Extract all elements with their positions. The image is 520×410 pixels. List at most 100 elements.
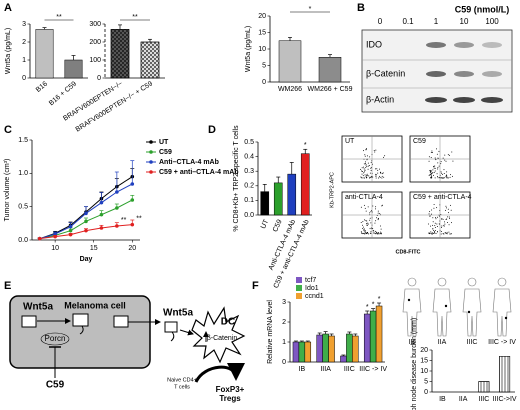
facs-dot (434, 157, 436, 159)
facs-dot (375, 206, 377, 208)
facs-dot (442, 218, 444, 220)
pathway-diagram: Melanoma cell Wnt5a Porcn C59 Wnt5a DC β… (9, 295, 246, 403)
bar (304, 341, 312, 363)
facs-dot (431, 173, 433, 175)
legend-swatch (296, 293, 302, 299)
point (53, 234, 57, 239)
facs-dot (433, 229, 435, 231)
x-tick-label: WM266 + C59 (308, 86, 353, 93)
facs-dot (373, 232, 375, 234)
facs-dot (362, 233, 364, 235)
x-tick-label: IIIC (478, 396, 489, 403)
x-tick-label: UT (260, 218, 271, 230)
y-tick-label: 0 (282, 359, 286, 366)
legend-swatch (296, 277, 302, 283)
facs-dot (444, 232, 446, 234)
facs-dot (370, 211, 372, 213)
bar (64, 59, 83, 79)
wnt-label: Wnt5a (163, 308, 193, 319)
annotation: * (378, 296, 381, 303)
facs-dot (370, 227, 372, 229)
facs-dot (370, 170, 372, 172)
x-tick-label: WM266 (278, 86, 302, 93)
facs-dot (437, 177, 439, 179)
facs-dot (445, 209, 447, 211)
y-tick-label: 20 (420, 347, 428, 354)
facs-dot (367, 168, 369, 170)
facs-dot (436, 231, 438, 233)
facs-dot (370, 231, 372, 233)
bar (328, 335, 335, 363)
facs-dot (434, 225, 436, 227)
facs-dot (363, 150, 365, 152)
facs-dot (364, 231, 366, 233)
panel-label: F (252, 280, 259, 292)
facs-dot (372, 205, 374, 207)
facs-dot (381, 177, 383, 179)
facs-dot (366, 223, 368, 225)
facs-dot (440, 171, 442, 173)
head (497, 277, 507, 287)
legend-label: tcf7 (305, 277, 316, 284)
bar (260, 191, 270, 216)
facs-dot (360, 176, 362, 178)
point (99, 200, 104, 205)
facs-dot (370, 210, 372, 212)
facs-dot (436, 207, 438, 209)
facs-dot (449, 204, 451, 206)
facs-dot (363, 229, 365, 231)
tregs-label: FoxP3+ (216, 385, 245, 394)
x-tick-label: B16 + C59 (48, 81, 78, 108)
x-tick-label: IIIC -> IV (359, 366, 387, 373)
facs-dot (375, 177, 377, 179)
facs-dot (441, 218, 443, 220)
facs-dot (430, 170, 432, 172)
facs-dot (363, 166, 365, 168)
lesion (444, 304, 448, 308)
facs-dot (379, 225, 381, 227)
lesion (467, 310, 471, 314)
panel-label: A (4, 2, 12, 14)
facs-dot (442, 233, 444, 235)
annotation: * (309, 6, 312, 13)
facs-dot (433, 204, 435, 206)
facs-dot (375, 220, 377, 222)
facs-dot (428, 174, 430, 176)
facs-dot (364, 233, 366, 235)
facs-dot (430, 174, 432, 176)
facs-dot (364, 174, 366, 176)
facs-dot (375, 208, 377, 210)
facs-dot (363, 168, 365, 170)
facs-dot (429, 174, 431, 176)
facs-dot (434, 226, 436, 228)
facs-dot (433, 171, 435, 173)
facs-dot (382, 172, 384, 174)
facs-dot (437, 162, 439, 164)
bar (35, 29, 54, 79)
facs-dot (367, 233, 369, 235)
facs-dot (434, 170, 436, 172)
x-tick-label: 15 (90, 245, 98, 252)
point (130, 222, 135, 227)
facs-dot (362, 227, 364, 229)
facs-dot (370, 161, 372, 163)
y-tick-label: 0.2 (244, 183, 254, 190)
x-tick-label: 10 (51, 245, 59, 252)
bar (369, 310, 377, 363)
facs-dot (446, 174, 448, 176)
facs-dot (441, 172, 443, 174)
facs-dot (432, 217, 434, 219)
facs-dot (434, 230, 436, 232)
facs-dot (430, 231, 432, 233)
facs-dot (435, 217, 437, 219)
facs-dot (447, 154, 449, 156)
facs-dot (445, 205, 447, 207)
y-tick-label: 0 (97, 75, 101, 82)
facs-dot (369, 217, 371, 219)
facs-dot (444, 221, 446, 223)
y-tick-label: 0.1 (244, 197, 254, 204)
x-tick-label: IIIA (320, 366, 331, 373)
facs-dot (438, 165, 440, 167)
facs-dot (436, 216, 438, 218)
